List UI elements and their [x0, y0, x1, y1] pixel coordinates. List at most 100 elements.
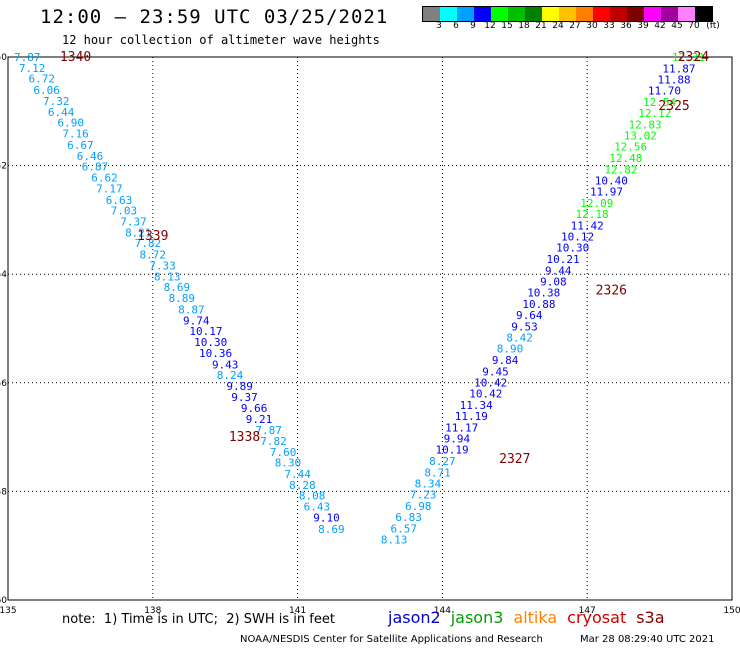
x-tick-label: 147	[579, 606, 596, 616]
data-point: 9.74	[183, 314, 210, 327]
scale-swatch	[610, 7, 627, 21]
time-label: 2325	[658, 99, 689, 114]
data-point: 6.44	[48, 106, 75, 119]
data-point: 9.94	[444, 433, 471, 446]
scale-label: 39	[637, 21, 649, 31]
scale-swatch	[423, 7, 440, 21]
data-point: 6.63	[106, 194, 133, 207]
data-point: 10.17	[189, 325, 222, 338]
y-tick-label: -56	[0, 379, 7, 389]
legend-cryosat: cryosat	[567, 608, 627, 627]
data-point: 11.17	[445, 421, 478, 434]
scale-swatch	[525, 7, 542, 21]
data-point: 6.43	[304, 501, 331, 514]
data-point: 8.90	[497, 343, 524, 356]
data-point: 9.37	[231, 391, 258, 404]
data-point: 6.72	[29, 73, 56, 86]
scale-swatch	[627, 7, 644, 21]
scale-label: (ft)	[706, 21, 720, 31]
scale-swatch	[559, 7, 576, 21]
data-point: 7.82	[135, 237, 162, 250]
data-point: 8.42	[506, 332, 533, 345]
data-point: 7.60	[270, 446, 297, 459]
data-point: 10.12	[561, 231, 594, 244]
data-point: 9.89	[226, 380, 253, 393]
data-point: 10.36	[199, 347, 232, 360]
scale-label: 3	[436, 21, 442, 31]
data-point: 12.12	[638, 107, 671, 120]
data-point: 6.67	[67, 139, 94, 152]
data-point: 7.23	[410, 489, 437, 502]
data-point: 10.19	[435, 444, 468, 457]
satellite-legend: jason2 jason3 altika cryosat s3a	[388, 608, 675, 627]
data-point: 7.82	[260, 435, 287, 448]
data-point: 6.90	[57, 117, 84, 130]
data-point: 7.12	[19, 62, 46, 75]
scale-swatch	[542, 7, 559, 21]
data-point: 7.16	[62, 128, 89, 141]
data-point: 8.08	[299, 490, 326, 503]
page-title: 12:00 — 23:59 UTC 03/25/2021	[40, 6, 389, 28]
scale-label: 36	[620, 21, 632, 31]
data-point: 9.44	[545, 264, 572, 277]
data-point: 9.45	[482, 365, 509, 378]
data-point: 9.84	[492, 354, 519, 367]
scale-swatch	[576, 7, 593, 21]
x-tick-label: 135	[0, 606, 17, 616]
scale-swatch	[474, 7, 491, 21]
data-point: 8.69	[318, 523, 345, 536]
data-point: 8.27	[429, 455, 456, 468]
scale-label: 42	[654, 21, 666, 31]
scale-label: 27	[569, 21, 581, 31]
data-point: 12.09	[580, 197, 613, 210]
data-point: 13.02	[624, 130, 657, 143]
data-point: 12.56	[614, 141, 647, 154]
scale-swatch	[508, 7, 525, 21]
data-point: 10.40	[595, 174, 628, 187]
time-label: 1338	[229, 430, 260, 445]
footer-timestamp: Mar 28 08:29:40 UTC 2021	[580, 634, 715, 645]
data-point: 6.98	[405, 500, 432, 513]
data-point: 10.30	[194, 336, 227, 349]
data-point: 8.72	[140, 249, 167, 262]
data-point: 11.87	[662, 62, 695, 75]
x-tick-label: 141	[289, 606, 306, 616]
data-point: 10.30	[556, 242, 589, 255]
y-tick-label: -52	[0, 162, 7, 172]
legend-jason2: jason2	[388, 608, 441, 627]
data-point: 7.03	[111, 205, 138, 218]
scale-swatch	[661, 7, 678, 21]
data-point: 9.66	[241, 402, 268, 415]
data-point: 12.18	[575, 208, 608, 221]
scale-label: 70	[688, 21, 700, 31]
y-tick-label: -50	[0, 53, 7, 63]
data-point: 11.34	[460, 399, 493, 412]
data-point: 6.87	[82, 161, 109, 174]
data-point: 8.71	[424, 466, 451, 479]
scale-label: 12	[484, 21, 496, 31]
data-point: 8.24	[217, 369, 244, 382]
data-point: 9.21	[246, 413, 273, 426]
data-point: 11.19	[455, 410, 488, 423]
data-point: 12.31	[672, 51, 705, 64]
x-tick-label: 144	[434, 606, 451, 616]
color-scale-bar	[422, 6, 713, 22]
data-point: 8.21	[125, 226, 152, 239]
data-point: 7.87	[14, 51, 41, 64]
scale-swatch	[593, 7, 610, 21]
y-tick-label: -58	[0, 487, 7, 497]
data-point: 8.28	[289, 479, 316, 492]
color-scale-labels: 3 6 9 12 15 18 21 24 27 30 33 36 39 42 45 70 (ft)	[422, 21, 740, 33]
time-label: 1339	[137, 229, 168, 244]
scale-label: 15	[501, 21, 513, 31]
y-tick-label: -60	[0, 596, 7, 606]
time-label: 2326	[596, 283, 627, 298]
data-point: 6.83	[395, 511, 422, 524]
data-point: 8.34	[415, 477, 442, 490]
data-point: 7.32	[43, 95, 70, 108]
data-point: 12.83	[629, 118, 662, 131]
data-point: 10.38	[527, 287, 560, 300]
scale-label: 9	[470, 21, 476, 31]
data-point: 9.08	[540, 275, 567, 288]
